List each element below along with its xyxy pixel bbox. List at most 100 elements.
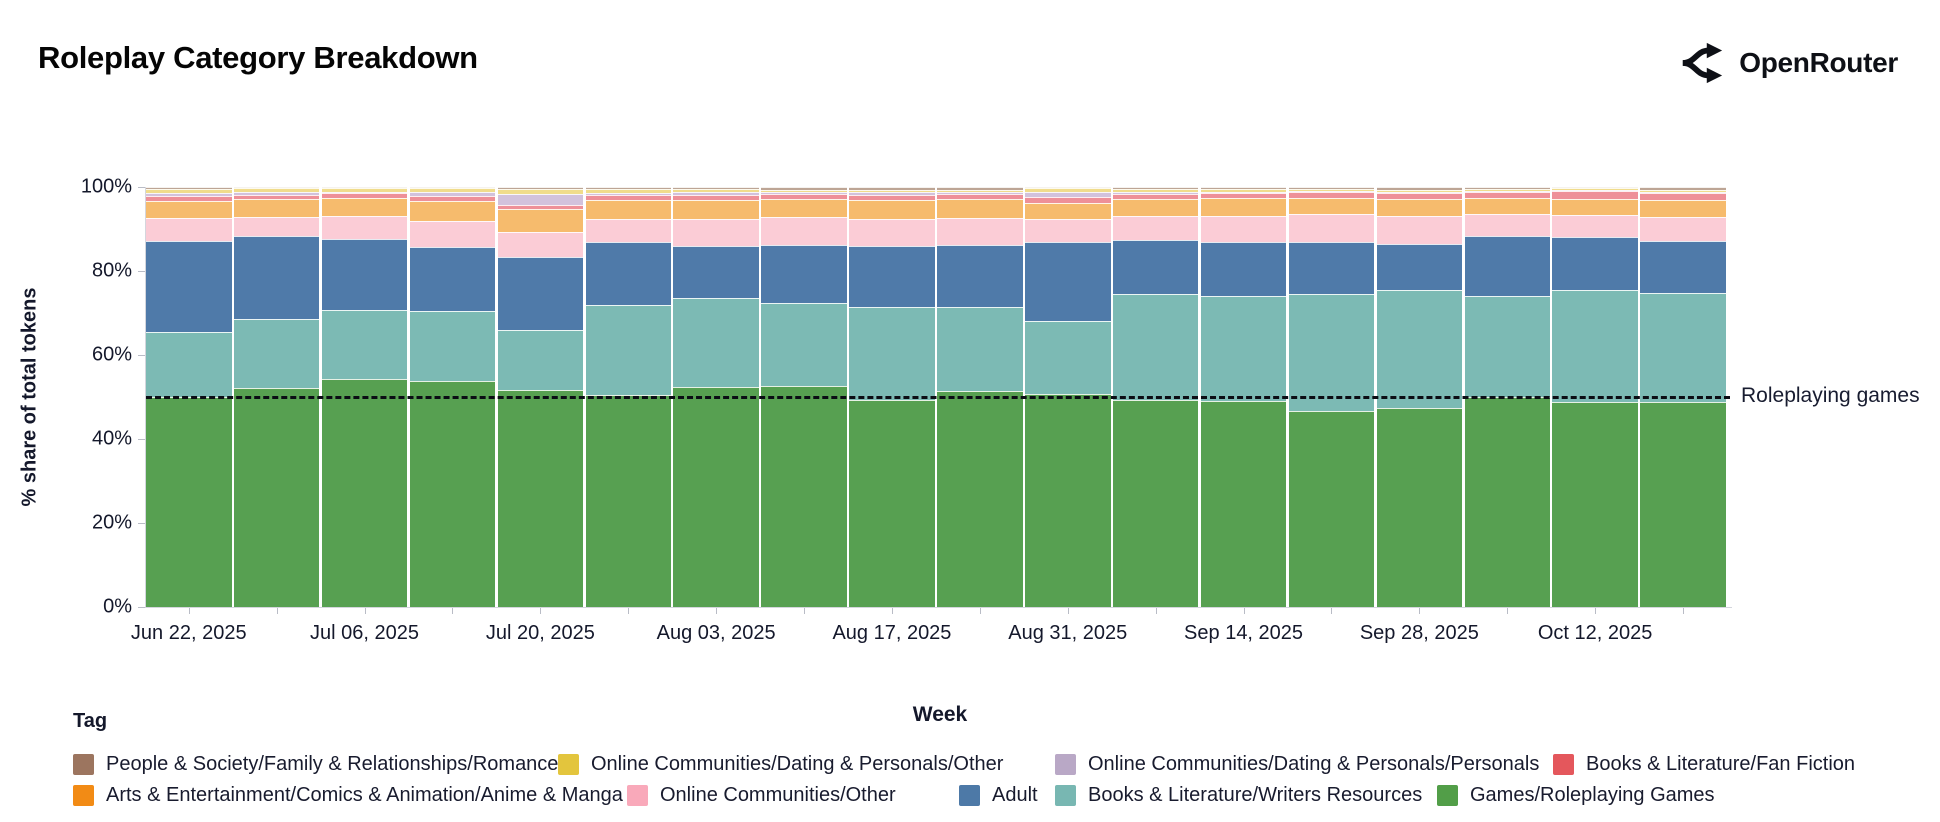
bar-segment[interactable] <box>937 187 1023 190</box>
bar-segment[interactable] <box>585 189 671 193</box>
bar-segment[interactable] <box>1025 186 1111 188</box>
bar-segment[interactable] <box>497 187 584 190</box>
bar-segment[interactable] <box>497 256 584 330</box>
bar-segment[interactable] <box>497 204 584 210</box>
bar-segment[interactable] <box>1288 410 1375 607</box>
bar-segment[interactable] <box>1464 197 1550 215</box>
bar-segment[interactable] <box>1464 396 1550 607</box>
bar-segment[interactable] <box>1025 394 1111 607</box>
bar-segment[interactable] <box>497 329 584 390</box>
bar-segment[interactable] <box>1112 399 1199 607</box>
bar-segment[interactable] <box>761 386 847 607</box>
bar-segment[interactable] <box>849 187 935 190</box>
bar-segment[interactable] <box>146 218 232 241</box>
bar-segment[interactable] <box>146 195 232 201</box>
bar-segment[interactable] <box>409 246 496 311</box>
bar-segment[interactable] <box>849 218 935 246</box>
bar-segment[interactable] <box>1025 202 1111 219</box>
bar-segment[interactable] <box>1025 321 1111 395</box>
bar-segment[interactable] <box>1288 294 1375 411</box>
bar-segment[interactable] <box>1376 216 1463 244</box>
bar-segment[interactable] <box>321 216 408 239</box>
bar-segment[interactable] <box>1200 401 1287 607</box>
bar-segment[interactable] <box>1025 218 1111 243</box>
bar-segment[interactable] <box>673 387 759 607</box>
bar-segment[interactable] <box>1112 215 1199 240</box>
bar-segment[interactable] <box>1464 192 1550 198</box>
bar-segment[interactable] <box>146 192 232 196</box>
bar-segment[interactable] <box>1376 289 1463 408</box>
bar-segment[interactable] <box>321 188 408 192</box>
bar-segment[interactable] <box>849 192 935 195</box>
bar-segment[interactable] <box>1552 401 1638 607</box>
bar-segment[interactable] <box>761 302 847 387</box>
bar-segment[interactable] <box>761 217 847 245</box>
bar-segment[interactable] <box>146 187 232 189</box>
legend-item[interactable]: People & Society/Family & Relationships/… <box>73 753 558 775</box>
legend-item[interactable]: Online Communities/Dating & Personals/Pe… <box>1055 753 1539 775</box>
bar-segment[interactable] <box>1112 198 1199 216</box>
legend-item[interactable]: Books & Literature/Fan Fiction <box>1553 753 1855 775</box>
legend-item[interactable]: Arts & Entertainment/Comics & Animation/… <box>73 784 623 806</box>
bar-segment[interactable] <box>1200 193 1287 199</box>
bar-segment[interactable] <box>937 306 1023 392</box>
bar-segment[interactable] <box>1552 189 1638 191</box>
bar-segment[interactable] <box>849 194 935 200</box>
bar-segment[interactable] <box>1200 198 1287 216</box>
bar-segment[interactable] <box>1200 187 1287 190</box>
bar-segment[interactable] <box>409 310 496 382</box>
bar-segment[interactable] <box>849 199 935 219</box>
bar-segment[interactable] <box>233 192 320 195</box>
bar-segment[interactable] <box>1640 240 1726 293</box>
bar-segment[interactable] <box>849 306 935 400</box>
bar-segment[interactable] <box>1376 187 1463 190</box>
bar-segment[interactable] <box>1288 241 1375 295</box>
bar-segment[interactable] <box>409 196 496 201</box>
bar-segment[interactable] <box>497 389 584 607</box>
bar-segment[interactable] <box>497 194 584 205</box>
bar-segment[interactable] <box>761 189 847 193</box>
bar-segment[interactable] <box>1112 193 1199 199</box>
bar-segment[interactable] <box>585 304 671 395</box>
bar-segment[interactable] <box>937 192 1023 194</box>
bar-segment[interactable] <box>1288 197 1375 215</box>
bar-segment[interactable] <box>1376 407 1463 607</box>
bar-segment[interactable] <box>1376 192 1463 199</box>
legend-item[interactable]: Online Communities/Other <box>627 784 896 806</box>
bar-segment[interactable] <box>321 191 408 194</box>
bar-segment[interactable] <box>585 192 671 196</box>
bar-segment[interactable] <box>409 192 496 197</box>
bar-segment[interactable] <box>1640 189 1726 192</box>
bar-segment[interactable] <box>233 195 320 200</box>
bar-segment[interactable] <box>761 192 847 194</box>
bar-segment[interactable] <box>849 399 935 607</box>
bar-segment[interactable] <box>409 187 496 189</box>
legend-item[interactable]: Adult <box>959 784 1038 806</box>
bar-segment[interactable] <box>1288 214 1375 242</box>
bar-segment[interactable] <box>409 221 496 247</box>
bar-segment[interactable] <box>673 245 759 299</box>
bar-segment[interactable] <box>1376 189 1463 192</box>
bar-segment[interactable] <box>673 189 759 193</box>
bar-segment[interactable] <box>1552 199 1638 216</box>
bar-segment[interactable] <box>585 394 671 607</box>
bar-segment[interactable] <box>1025 197 1111 203</box>
bar-segment[interactable] <box>1552 187 1638 190</box>
bar-segment[interactable] <box>409 188 496 193</box>
bar-segment[interactable] <box>233 235 320 320</box>
bar-segment[interactable] <box>937 244 1023 307</box>
bar-segment[interactable] <box>321 187 408 189</box>
bar-segment[interactable] <box>761 187 847 190</box>
bar-segment[interactable] <box>1640 187 1726 190</box>
bar-segment[interactable] <box>1112 189 1199 192</box>
bar-segment[interactable] <box>849 189 935 193</box>
bar-segment[interactable] <box>321 197 408 216</box>
bar-segment[interactable] <box>761 193 847 199</box>
bar-segment[interactable] <box>1464 187 1550 189</box>
bar-segment[interactable] <box>937 189 1023 193</box>
bar-segment[interactable] <box>146 331 232 397</box>
bar-segment[interactable] <box>497 189 584 195</box>
bar-segment[interactable] <box>937 193 1023 199</box>
bar-segment[interactable] <box>1200 241 1287 297</box>
bar-segment[interactable] <box>673 194 759 200</box>
